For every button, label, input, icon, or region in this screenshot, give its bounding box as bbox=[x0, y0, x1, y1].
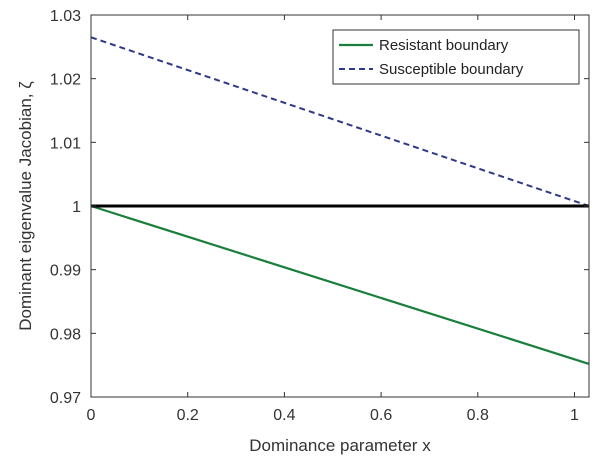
y-tick-label: 0.97 bbox=[50, 390, 81, 407]
axes: 0 0.2 0.4 0.6 0.8 1 0.97 0.98 0.99 1 1.01 1.02 1.03 bbox=[50, 8, 590, 424]
legend-label-resistant-boundary: Resistant boundary bbox=[379, 37, 509, 54]
y-tick-label: 0.98 bbox=[50, 326, 81, 343]
y-tick-label: 1.03 bbox=[50, 8, 81, 25]
y-tick-label: 0.99 bbox=[50, 263, 81, 280]
y-tick-label: 1.02 bbox=[50, 72, 81, 89]
y-tick-label: 1 bbox=[72, 199, 81, 216]
legend-box bbox=[332, 29, 580, 85]
x-tick-label: 0.2 bbox=[177, 407, 199, 424]
legend-label-susceptible-boundary: Susceptible boundary bbox=[379, 61, 524, 78]
x-axis-label: Dominance parameter x bbox=[249, 436, 431, 455]
y-axis-label: Dominant eigenvalue Jacobian, ζ bbox=[16, 81, 35, 331]
series-line-resistant-boundary bbox=[90, 204, 590, 365]
y-tick-label: 1.01 bbox=[50, 135, 81, 152]
legend: Resistant boundary Susceptible boundary bbox=[332, 29, 580, 85]
x-tick-label: 0 bbox=[87, 407, 96, 424]
x-tick-label: 1 bbox=[570, 407, 579, 424]
x-tick-label: 0.4 bbox=[273, 407, 295, 424]
x-tick-label: 0.6 bbox=[370, 407, 392, 424]
x-tick-label: 0.8 bbox=[467, 407, 489, 424]
series-line-susceptible-boundary bbox=[90, 36, 590, 207]
